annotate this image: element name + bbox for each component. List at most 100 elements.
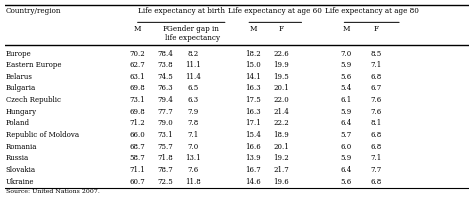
Text: 19.2: 19.2: [273, 154, 289, 162]
Text: 5.4: 5.4: [340, 84, 352, 92]
Text: 77.7: 77.7: [157, 108, 173, 116]
Text: 69.8: 69.8: [129, 108, 145, 116]
Text: 79.4: 79.4: [157, 96, 173, 104]
Text: 18.2: 18.2: [246, 50, 261, 58]
Text: 6.4: 6.4: [340, 166, 352, 174]
Text: 68.7: 68.7: [129, 143, 145, 151]
Text: 69.8: 69.8: [129, 84, 145, 92]
Text: 19.5: 19.5: [273, 73, 289, 81]
Text: 7.1: 7.1: [371, 61, 382, 69]
Text: 5.9: 5.9: [340, 108, 352, 116]
Text: 6.7: 6.7: [371, 84, 382, 92]
Text: 15.4: 15.4: [246, 131, 261, 139]
Text: 71.2: 71.2: [129, 119, 145, 127]
Text: Eastern Europe: Eastern Europe: [6, 61, 61, 69]
Text: 73.8: 73.8: [157, 61, 173, 69]
Text: Bulgaria: Bulgaria: [6, 84, 36, 92]
Text: Life expectancy at age 80: Life expectancy at age 80: [325, 7, 419, 15]
Text: 76.3: 76.3: [157, 84, 173, 92]
Text: 22.2: 22.2: [273, 119, 289, 127]
Text: 7.6: 7.6: [371, 108, 382, 116]
Text: 7.1: 7.1: [371, 154, 382, 162]
Text: 8.5: 8.5: [371, 50, 382, 58]
Text: 5.7: 5.7: [340, 131, 352, 139]
Text: 14.6: 14.6: [246, 178, 261, 186]
Text: 79.0: 79.0: [157, 119, 173, 127]
Text: 6.4: 6.4: [340, 119, 352, 127]
Text: Belarus: Belarus: [6, 73, 33, 81]
Text: 7.9: 7.9: [187, 108, 199, 116]
Text: 63.1: 63.1: [129, 73, 145, 81]
Text: 5.9: 5.9: [340, 61, 352, 69]
Text: M: M: [249, 25, 257, 33]
Text: 70.2: 70.2: [129, 50, 145, 58]
Text: Romania: Romania: [6, 143, 37, 151]
Text: 16.7: 16.7: [246, 166, 261, 174]
Text: 6.8: 6.8: [371, 143, 382, 151]
Text: 5.6: 5.6: [340, 73, 352, 81]
Text: 72.5: 72.5: [157, 178, 173, 186]
Text: 13.9: 13.9: [246, 154, 261, 162]
Text: M: M: [342, 25, 350, 33]
Text: F: F: [163, 25, 167, 33]
Text: 8.2: 8.2: [187, 50, 199, 58]
Text: 20.1: 20.1: [273, 84, 289, 92]
Text: Life expectancy at birth: Life expectancy at birth: [138, 7, 225, 15]
Text: 15.0: 15.0: [246, 61, 261, 69]
Text: 71.1: 71.1: [129, 166, 145, 174]
Text: 71.8: 71.8: [157, 154, 173, 162]
Text: 11.1: 11.1: [185, 61, 201, 69]
Text: 6.5: 6.5: [187, 84, 199, 92]
Text: 58.7: 58.7: [129, 154, 145, 162]
Text: 7.1: 7.1: [187, 131, 199, 139]
Text: 22.6: 22.6: [273, 50, 289, 58]
Text: 16.3: 16.3: [246, 84, 261, 92]
Text: 7.7: 7.7: [371, 166, 382, 174]
Text: 19.6: 19.6: [273, 178, 289, 186]
Text: 13.1: 13.1: [185, 154, 201, 162]
Text: 17.1: 17.1: [246, 119, 261, 127]
Text: M: M: [133, 25, 141, 33]
Text: 14.1: 14.1: [246, 73, 261, 81]
Text: 66.0: 66.0: [129, 131, 145, 139]
Text: 7.8: 7.8: [187, 119, 199, 127]
Text: Gender gap in
life expectancy: Gender gap in life expectancy: [165, 25, 220, 42]
Text: 6.8: 6.8: [371, 178, 382, 186]
Text: Country/region: Country/region: [6, 7, 61, 15]
Text: 8.1: 8.1: [371, 119, 382, 127]
Text: F: F: [374, 25, 379, 33]
Text: 7.6: 7.6: [187, 166, 199, 174]
Text: Life expectancy at age 60: Life expectancy at age 60: [228, 7, 322, 15]
Text: 6.3: 6.3: [187, 96, 199, 104]
Text: Europe: Europe: [6, 50, 31, 58]
Text: Slovakia: Slovakia: [6, 166, 36, 174]
Text: Ukraine: Ukraine: [6, 178, 34, 186]
Text: Hungary: Hungary: [6, 108, 37, 116]
Text: Russia: Russia: [6, 154, 29, 162]
Text: 16.3: 16.3: [246, 108, 261, 116]
Text: 5.9: 5.9: [340, 154, 352, 162]
Text: 73.1: 73.1: [129, 96, 145, 104]
Text: 17.5: 17.5: [246, 96, 261, 104]
Text: Source: United Nations 2007.: Source: United Nations 2007.: [6, 189, 100, 194]
Text: 5.6: 5.6: [340, 178, 352, 186]
Text: 16.6: 16.6: [246, 143, 261, 151]
Text: 6.8: 6.8: [371, 131, 382, 139]
Text: 73.1: 73.1: [157, 131, 173, 139]
Text: 78.4: 78.4: [157, 50, 173, 58]
Text: 6.8: 6.8: [371, 73, 382, 81]
Text: Republic of Moldova: Republic of Moldova: [6, 131, 79, 139]
Text: 18.9: 18.9: [273, 131, 289, 139]
Text: 62.7: 62.7: [129, 61, 145, 69]
Text: 60.7: 60.7: [129, 178, 145, 186]
Text: 7.0: 7.0: [340, 50, 352, 58]
Text: 21.4: 21.4: [273, 108, 289, 116]
Text: 74.5: 74.5: [157, 73, 173, 81]
Text: 6.1: 6.1: [340, 96, 352, 104]
Text: 11.4: 11.4: [185, 73, 201, 81]
Text: 20.1: 20.1: [273, 143, 289, 151]
Text: Poland: Poland: [6, 119, 30, 127]
Text: F: F: [279, 25, 283, 33]
Text: 7.0: 7.0: [187, 143, 199, 151]
Text: 7.6: 7.6: [371, 96, 382, 104]
